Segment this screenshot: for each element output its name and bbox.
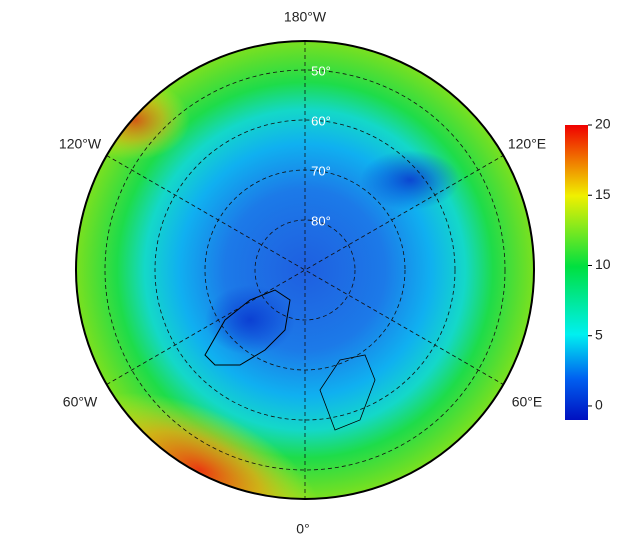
lat-label: 80° [311, 213, 331, 228]
colorbar-tick-label: 10 [595, 256, 611, 272]
lat-label: 70° [311, 163, 331, 178]
colorbar [565, 125, 588, 420]
meridian [106, 155, 504, 385]
data-field [76, 41, 534, 499]
colorbar-tick-label: 15 [595, 186, 611, 202]
lat-label: 50° [311, 63, 331, 78]
map-border [75, 40, 535, 500]
meridian [106, 155, 504, 385]
lon-label: 60°E [512, 394, 543, 410]
colorbar-tick-label: 5 [595, 326, 603, 342]
colorbar-tick-label: 20 [595, 116, 611, 132]
colorbar-tick-label: 0 [595, 397, 603, 413]
parallel [104, 69, 506, 471]
lon-label: 120°E [508, 136, 546, 152]
lon-label: 120°W [59, 136, 102, 152]
lon-label: 60°W [63, 394, 98, 410]
graticule [104, 41, 506, 499]
parallel [154, 119, 456, 421]
parallel [204, 169, 406, 371]
lon-label: 180°W [284, 9, 327, 25]
lon-label: 0° [296, 521, 309, 537]
lat-label: 60° [311, 113, 331, 128]
parallel [254, 219, 356, 321]
